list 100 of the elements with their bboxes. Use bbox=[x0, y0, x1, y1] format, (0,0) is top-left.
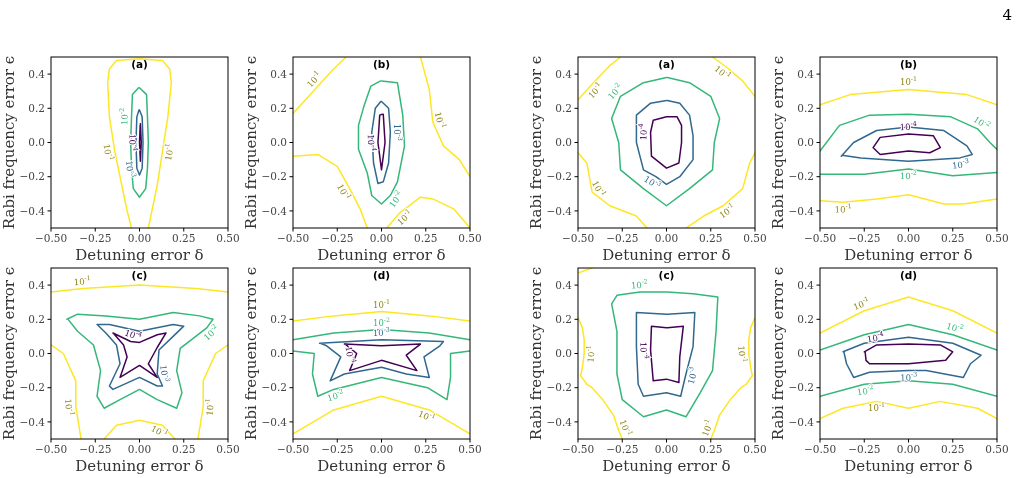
x-axis-title: Detuning error δ bbox=[602, 246, 731, 264]
x-tick-label: 0.00 bbox=[896, 232, 921, 244]
line-series bbox=[51, 344, 82, 439]
y-axis-title: Rabi frequency error ϵ bbox=[242, 266, 260, 441]
y-tick-label: 0.4 bbox=[28, 67, 46, 80]
x-tick-label: 0.25 bbox=[172, 232, 196, 244]
x-tick-label: 0.50 bbox=[985, 443, 1009, 455]
y-tick-label: 0.0 bbox=[797, 136, 814, 149]
annotation: 10$^{-1}$ bbox=[868, 401, 886, 414]
y-tick-label: 0.4 bbox=[555, 278, 573, 291]
y-tick-label: −0.4 bbox=[261, 415, 288, 428]
x-tick-label: 0.50 bbox=[458, 443, 482, 455]
y-tick-label: 0.0 bbox=[270, 347, 287, 360]
x-tick-label: 0.25 bbox=[941, 443, 965, 455]
x-tick-label: 0.00 bbox=[127, 232, 152, 244]
line-series bbox=[610, 291, 719, 418]
annotation: 10$^{-1}$ bbox=[372, 297, 391, 310]
y-tick-label: 0.0 bbox=[555, 347, 572, 360]
y-axis-title: Rabi frequency error ϵ bbox=[242, 55, 260, 230]
annotation: 10$^{-1}$ bbox=[834, 202, 852, 215]
line-series bbox=[106, 57, 173, 228]
annotation: 10$^{-2}$ bbox=[899, 169, 918, 182]
annotation: 10$^{-1}$ bbox=[899, 75, 918, 88]
y-tick-label: 0.2 bbox=[797, 101, 814, 114]
x-tick-label: 0.50 bbox=[216, 232, 240, 244]
line-series bbox=[820, 168, 997, 177]
y-tick-label: −0.2 bbox=[19, 170, 45, 183]
y-tick-label: −0.2 bbox=[788, 170, 814, 183]
x-tick-label: 0.50 bbox=[985, 232, 1009, 244]
x-tick-label: −0.50 bbox=[561, 443, 595, 455]
x-tick-label: 0.50 bbox=[743, 232, 767, 244]
chart-title: (b) bbox=[372, 58, 391, 70]
x-axis-title: Detuning error δ bbox=[75, 457, 204, 475]
annotation: 10$^{-3}$ bbox=[900, 370, 918, 383]
x-tick-label: 0.00 bbox=[896, 443, 921, 455]
y-tick-label: 0.4 bbox=[555, 67, 573, 80]
x-tick-label: 0.00 bbox=[369, 232, 394, 244]
y-tick-label: −0.4 bbox=[19, 204, 46, 217]
y-tick-label: 0.4 bbox=[270, 67, 288, 80]
line-series bbox=[820, 113, 997, 152]
x-tick-label: −0.50 bbox=[34, 232, 68, 244]
line-series bbox=[710, 316, 755, 439]
x-tick-label: 0.00 bbox=[654, 232, 679, 244]
x-tick-label: 0.50 bbox=[216, 443, 240, 455]
x-tick-label: −0.50 bbox=[276, 443, 310, 455]
y-tick-label: 0.2 bbox=[28, 101, 45, 114]
chart-title: (b) bbox=[899, 58, 918, 70]
x-tick-label: −0.50 bbox=[34, 443, 68, 455]
line-series bbox=[649, 325, 685, 384]
line-series bbox=[293, 57, 347, 115]
y-tick-label: −0.2 bbox=[788, 381, 814, 394]
x-tick-label: −0.50 bbox=[803, 443, 837, 455]
y-tick-label: −0.2 bbox=[261, 381, 287, 394]
x-tick-label: −0.25 bbox=[848, 232, 881, 244]
x-tick-label: −0.25 bbox=[321, 443, 354, 455]
chart-title: (d) bbox=[899, 269, 918, 281]
y-tick-label: 0.2 bbox=[270, 101, 287, 114]
annotation: 10$^{-2}$ bbox=[945, 320, 965, 334]
y-tick-label: −0.2 bbox=[19, 381, 45, 394]
y-axis-title: Rabi frequency error ϵ bbox=[0, 55, 18, 230]
text: 4 bbox=[1002, 6, 1012, 24]
line-series bbox=[96, 323, 185, 391]
x-tick-label: 0.00 bbox=[654, 443, 679, 455]
x-tick-label: −0.50 bbox=[803, 232, 837, 244]
x-axis-title: Detuning error δ bbox=[317, 246, 446, 264]
x-tick-label: 0.00 bbox=[369, 443, 394, 455]
x-axis-title: Detuning error δ bbox=[317, 457, 446, 475]
y-tick-label: 0.4 bbox=[797, 67, 815, 80]
annotation: 10$^{-2}$ bbox=[630, 277, 649, 291]
x-tick-label: −0.25 bbox=[848, 443, 881, 455]
annotation: 10$^{-1}$ bbox=[73, 273, 91, 288]
line-series bbox=[138, 122, 143, 163]
annotation: 10$^{-4}$ bbox=[123, 327, 144, 341]
line-series bbox=[318, 339, 445, 382]
y-tick-label: 0.4 bbox=[28, 278, 46, 291]
x-tick-label: −0.25 bbox=[79, 232, 112, 244]
y-axis-title: Rabi frequency error ϵ bbox=[769, 55, 787, 230]
y-tick-label: 0.2 bbox=[797, 312, 814, 325]
y-tick-label: 0.2 bbox=[555, 101, 572, 114]
y-tick-label: 0.2 bbox=[28, 312, 45, 325]
line-series bbox=[357, 80, 406, 205]
y-axis-title: Rabi frequency error ϵ bbox=[527, 55, 545, 230]
y-tick-label: 0.0 bbox=[555, 136, 572, 149]
y-tick-label: −0.2 bbox=[546, 170, 572, 183]
line-series bbox=[842, 336, 982, 379]
line-series bbox=[112, 332, 167, 379]
chart-title: (a) bbox=[131, 58, 148, 70]
x-tick-label: −0.25 bbox=[79, 443, 112, 455]
chart-title: (a) bbox=[658, 58, 675, 70]
x-tick-label: −0.25 bbox=[606, 232, 639, 244]
line-series bbox=[293, 153, 369, 228]
x-tick-label: −0.25 bbox=[321, 232, 354, 244]
x-tick-label: 0.00 bbox=[127, 443, 152, 455]
y-tick-label: −0.2 bbox=[546, 381, 572, 394]
x-tick-label: −0.50 bbox=[561, 232, 595, 244]
y-tick-label: −0.2 bbox=[261, 170, 287, 183]
line-series bbox=[711, 57, 755, 98]
y-tick-label: 0.0 bbox=[797, 347, 814, 360]
line-series bbox=[863, 343, 954, 365]
x-tick-label: 0.25 bbox=[414, 232, 438, 244]
